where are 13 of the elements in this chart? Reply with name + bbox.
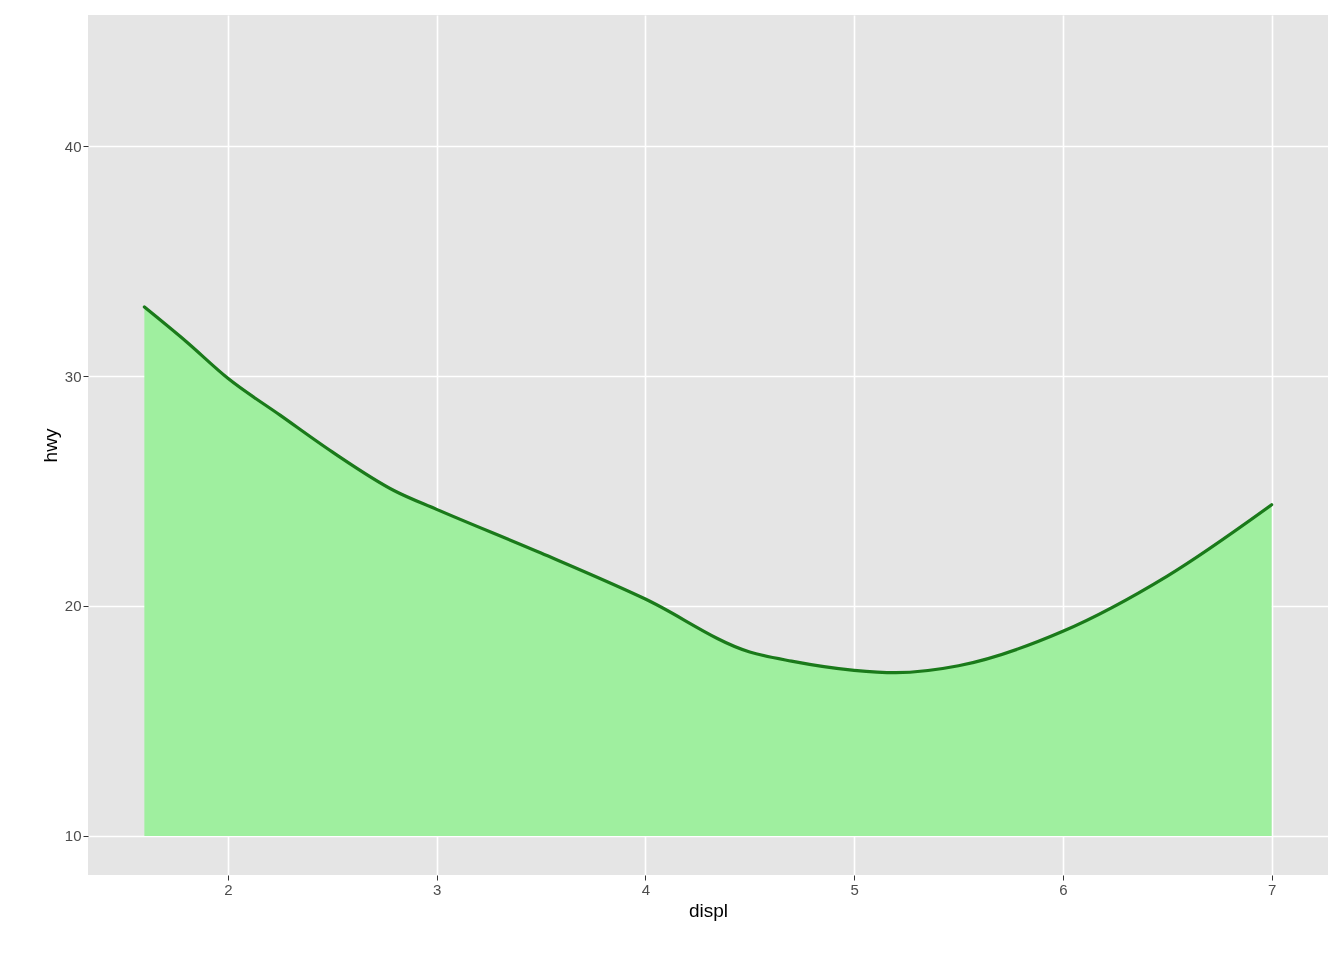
x-tick-label: 5 <box>850 880 859 898</box>
x-axis-title: displ <box>688 899 729 921</box>
line-series <box>142 305 1274 675</box>
y-tick-label: 10 <box>64 827 82 845</box>
y-tick-label: 40 <box>64 137 82 155</box>
x-tick-label: 4 <box>641 880 651 898</box>
y-tick-label: 20 <box>64 597 82 615</box>
x-tick-label: 7 <box>1267 880 1277 898</box>
x-tick-label: 3 <box>432 880 442 898</box>
x-tick-label: 6 <box>1059 880 1068 898</box>
y-tick-label: 30 <box>64 367 82 385</box>
x-tick-label: 2 <box>224 880 233 898</box>
y-axis-title: hwy <box>39 428 61 463</box>
